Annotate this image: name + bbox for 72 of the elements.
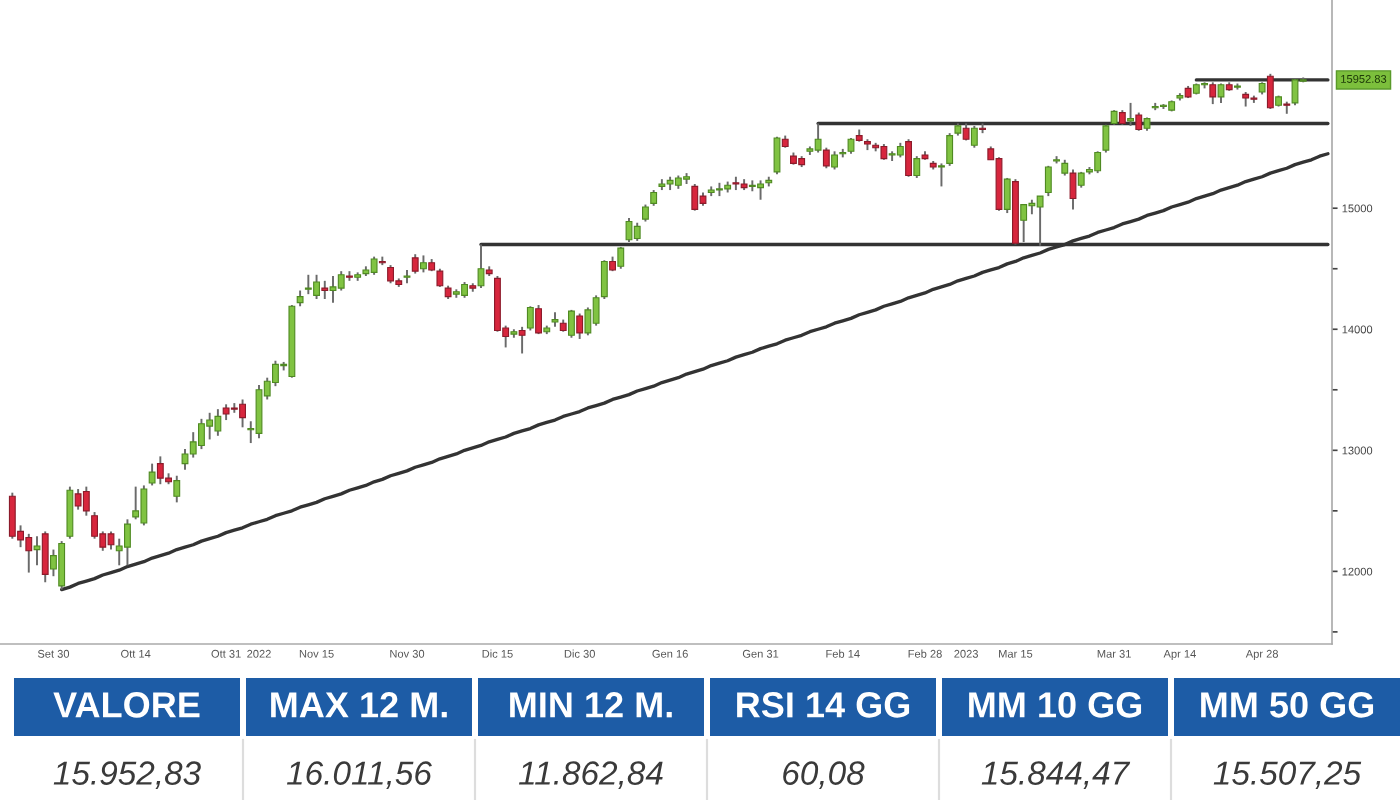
text: 16.011,56 xyxy=(286,761,432,789)
candlestick xyxy=(329,275,337,304)
candlestick xyxy=(568,308,575,339)
candlestick xyxy=(198,417,205,451)
text: MM 10 GG xyxy=(969,692,1142,718)
text: MM 50 GG xyxy=(1201,692,1374,718)
candlestick xyxy=(82,485,90,517)
candlestick xyxy=(1135,111,1143,132)
candlestick xyxy=(321,279,329,300)
candlestick xyxy=(576,312,584,340)
candlestick xyxy=(173,474,181,504)
candlestick xyxy=(1020,203,1028,244)
candlestick xyxy=(58,540,66,591)
text: 15.844,47 xyxy=(981,761,1131,789)
candlestick xyxy=(1094,150,1102,175)
candlestick xyxy=(214,408,222,437)
candlestick xyxy=(148,462,156,487)
candlestick xyxy=(337,270,345,292)
candlestick xyxy=(41,530,49,584)
candlestick xyxy=(938,162,945,188)
candlestick xyxy=(124,518,131,567)
candlestick xyxy=(66,485,74,540)
candlestick xyxy=(905,138,912,178)
candlestick xyxy=(436,267,444,288)
candlestick xyxy=(33,535,41,567)
candlestick xyxy=(477,243,485,290)
candlestick xyxy=(1209,81,1217,106)
text: 11.862,84 xyxy=(518,761,663,789)
candlestick xyxy=(831,150,838,171)
candlestick xyxy=(1127,101,1134,127)
candlestick xyxy=(74,488,82,511)
candlestick xyxy=(132,485,140,521)
text: 15.952,83 xyxy=(53,761,201,789)
candlestick xyxy=(387,264,394,285)
candlestick xyxy=(272,359,279,388)
candlestick xyxy=(526,305,534,332)
text: RSI 14 GG xyxy=(737,692,910,718)
candlestick xyxy=(617,245,625,270)
candlestick xyxy=(140,484,148,527)
candlestick xyxy=(535,304,542,336)
candlestick xyxy=(1102,123,1110,154)
candlestick xyxy=(1291,77,1299,107)
text: MAX 12 M. xyxy=(271,692,447,718)
candlestick xyxy=(411,253,419,275)
candlestick xyxy=(946,132,954,167)
candlestick xyxy=(625,216,633,244)
candlestick xyxy=(25,532,33,574)
text: MIN 12 M. xyxy=(510,692,672,718)
candlestick xyxy=(304,273,312,296)
text: 60,08 xyxy=(783,761,865,789)
candlestick xyxy=(822,146,830,170)
line-series xyxy=(60,152,1330,592)
candlestick xyxy=(913,155,921,179)
candlestick xyxy=(91,511,98,540)
candlestick xyxy=(633,221,641,242)
candlestick xyxy=(313,273,320,300)
candlestick xyxy=(1266,72,1274,110)
candlestick xyxy=(757,179,764,201)
candlestick xyxy=(8,491,16,540)
candlestick xyxy=(156,455,164,486)
candlestick xyxy=(1069,168,1077,211)
text: 15.507,25 xyxy=(1213,761,1362,789)
candlestick xyxy=(1036,195,1044,247)
candlestick xyxy=(970,124,978,149)
candlestick xyxy=(370,255,378,276)
candlestick xyxy=(239,398,246,429)
candlestick xyxy=(206,411,214,441)
candlestick xyxy=(518,325,526,355)
candlestick xyxy=(691,183,699,212)
candlestick xyxy=(255,383,263,440)
text: VALORE xyxy=(53,692,200,718)
candlestick xyxy=(773,135,781,176)
